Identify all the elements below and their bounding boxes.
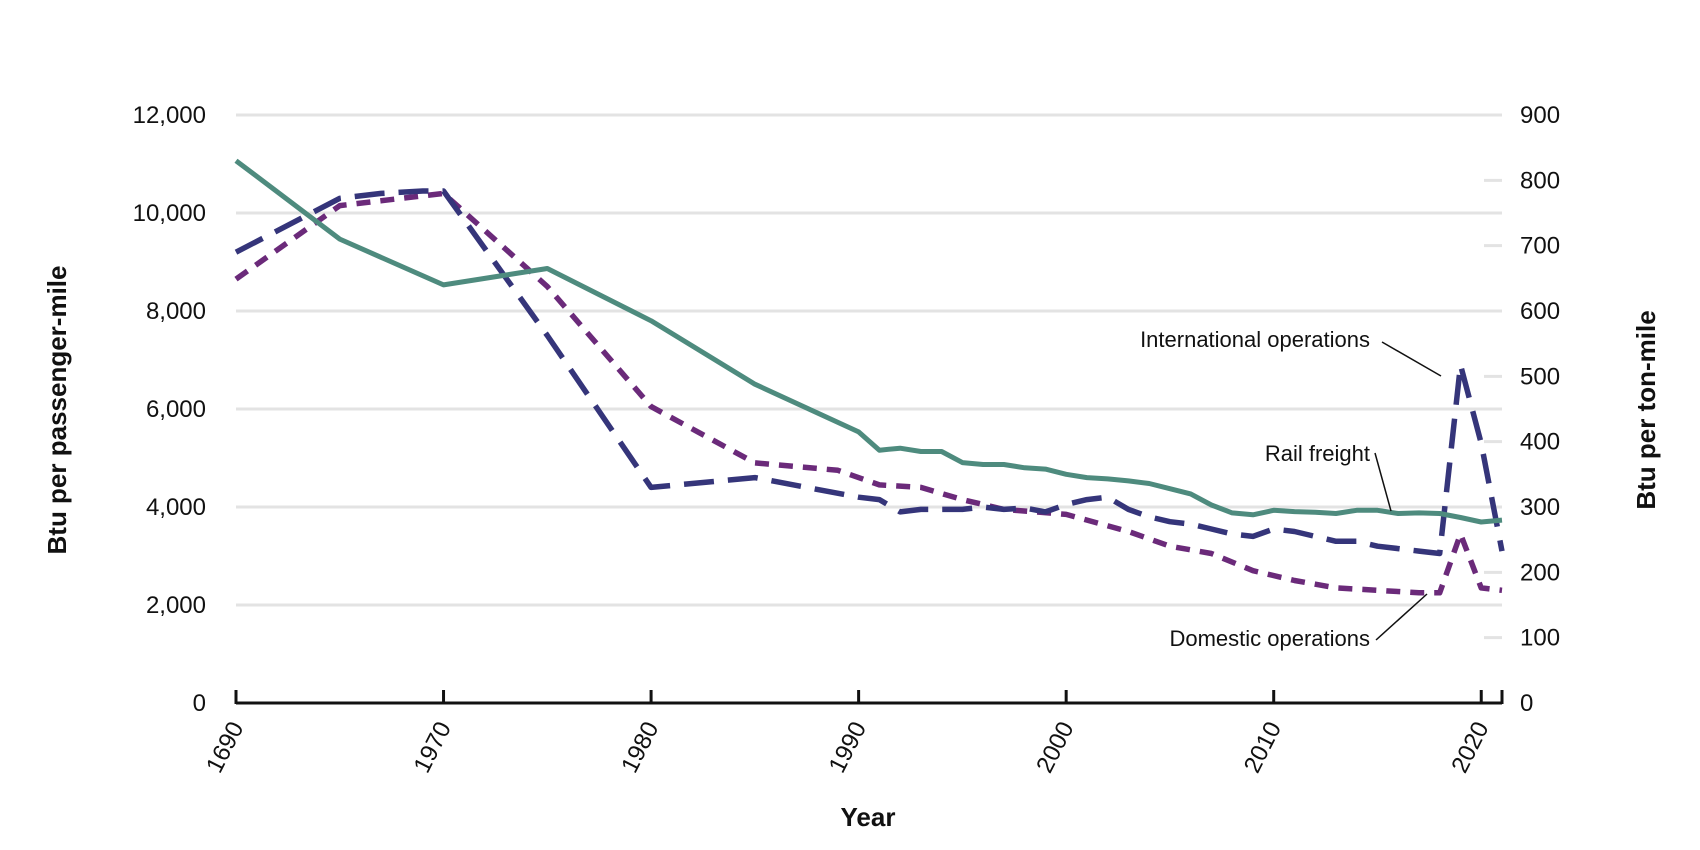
left-y-tick-labels: 0 2,000 4,000 6,000 8,000 10,000 12,000 [133,102,206,717]
x-axis-title: Year [841,802,896,832]
left-y-tick-label: 4,000 [146,494,206,521]
x-tick-label: 1990 [824,717,872,777]
left-y-tick-label: 8,000 [146,298,206,325]
right-y-axis-title: Btu per ton-mile [1631,310,1661,509]
gridlines [236,113,1502,640]
series-line-rail-freight [234,158,1503,525]
x-tick-label: 2020 [1446,717,1494,777]
left-y-axis-title: Btu per passenger-mile [42,266,72,555]
leader-rail-freight [1374,452,1392,512]
right-y-tick-labels: 0 100 200 300 400 500 600 700 800 900 [1520,102,1560,717]
right-y-tick-label: 300 [1520,494,1560,521]
annotations: International operations Rail freight Do… [1140,327,1442,651]
right-y-tick-label: 500 [1520,363,1560,390]
right-y-tick-label: 700 [1520,233,1560,260]
series-line-domestic-operations [234,190,1503,596]
series-line-international-operations [234,188,1505,557]
annotation-rail-freight: Rail freight [1265,441,1370,466]
x-tick-label: 2010 [1239,717,1287,777]
x-tick-label: 2000 [1031,717,1079,777]
x-tick-label: 1970 [409,717,457,777]
leader-domestic [1375,593,1428,641]
leader-international [1381,341,1442,377]
annotation-domestic: Domestic operations [1169,626,1370,651]
right-y-tick-label: 900 [1520,102,1560,129]
right-y-tick-label: 800 [1520,167,1560,194]
left-y-tick-label: 12,000 [133,102,206,129]
right-y-tick-label: 0 [1520,690,1533,717]
left-y-tick-label: 6,000 [146,396,206,423]
right-y-tick-label: 600 [1520,298,1560,325]
series-layer [234,158,1505,596]
right-y-tick-label: 400 [1520,429,1560,456]
left-y-tick-label: 0 [193,690,206,717]
x-axis: 1690 1970 1980 1990 2000 2010 2020 [201,690,1504,777]
right-y-tick-label: 200 [1520,559,1560,586]
x-tick-label: 1980 [616,717,664,777]
left-y-tick-label: 10,000 [133,200,206,227]
left-y-tick-label: 2,000 [146,592,206,619]
x-tick-label: 1690 [201,717,249,777]
right-y-tick-label: 100 [1520,625,1560,652]
annotation-international: International operations [1140,327,1370,352]
